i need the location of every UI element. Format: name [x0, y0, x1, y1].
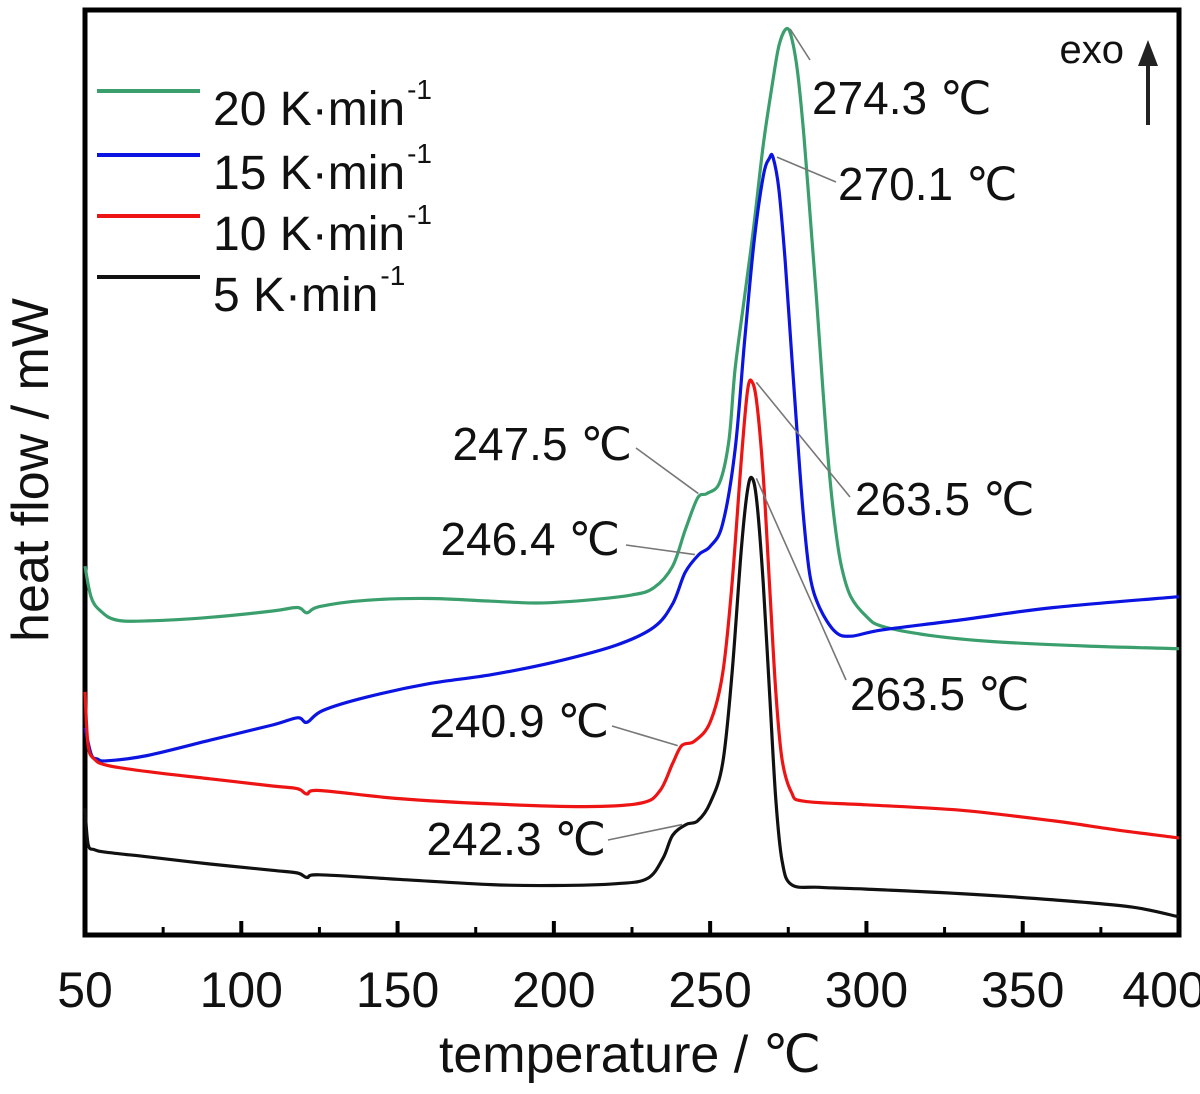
annotation-leader-line [755, 477, 847, 681]
series-line-2 [83, 378, 1180, 840]
x-tick-label: 350 [981, 962, 1064, 1018]
legend-label-superscript: -1 [380, 260, 405, 291]
x-tick-label: 50 [57, 962, 113, 1018]
exo-arrowhead-icon [1138, 40, 1158, 66]
annotation-label: 240.9 ℃ [429, 695, 609, 747]
annotation-label: 270.1 ℃ [838, 158, 1018, 210]
legend-label-0: 20 K·min [213, 83, 405, 136]
series-line-3 [83, 475, 1180, 919]
y-axis-title: heat flow / mW [2, 298, 60, 642]
annotation-label: 242.3 ℃ [426, 813, 606, 865]
x-tick-label: 150 [356, 962, 439, 1018]
annotation-leader-line [755, 381, 851, 498]
legend-label-superscript: -1 [407, 138, 432, 169]
legend-label-1: 15 K·min [213, 147, 405, 200]
annotation-leader-line [607, 823, 683, 841]
legend-label-2: 10 K·min [213, 208, 405, 261]
annotation-label: 274.3 ℃ [812, 72, 992, 124]
annotation-leader-line [635, 447, 699, 495]
series-line-1 [83, 152, 1180, 763]
x-tick-label: 200 [512, 962, 595, 1018]
x-tick-label: 250 [668, 962, 751, 1018]
legend-label-3: 5 K·min [213, 269, 378, 322]
exo-label: exo [1060, 28, 1125, 72]
series-line-0 [83, 26, 1180, 651]
x-axis-title: temperature / ℃ [439, 1026, 821, 1084]
annotation-label: 263.5 ℃ [850, 668, 1030, 720]
exo-indicator: exo [1060, 28, 1158, 125]
annotation-leader-line [776, 156, 837, 183]
annotation-leader-line [625, 544, 695, 556]
annotation-leader-line [611, 725, 678, 747]
annotation-label: 247.5 ℃ [452, 418, 632, 470]
annotation-leader-line [789, 28, 811, 61]
x-tick-label: 100 [200, 962, 283, 1018]
legend-label-superscript: -1 [407, 74, 432, 105]
annotation-label: 263.5 ℃ [855, 473, 1035, 525]
x-tick-label: 300 [825, 962, 908, 1018]
x-tick-label: 400 [1122, 962, 1200, 1018]
annotation-label: 246.4 ℃ [440, 513, 620, 565]
legend-label-superscript: -1 [407, 199, 432, 230]
